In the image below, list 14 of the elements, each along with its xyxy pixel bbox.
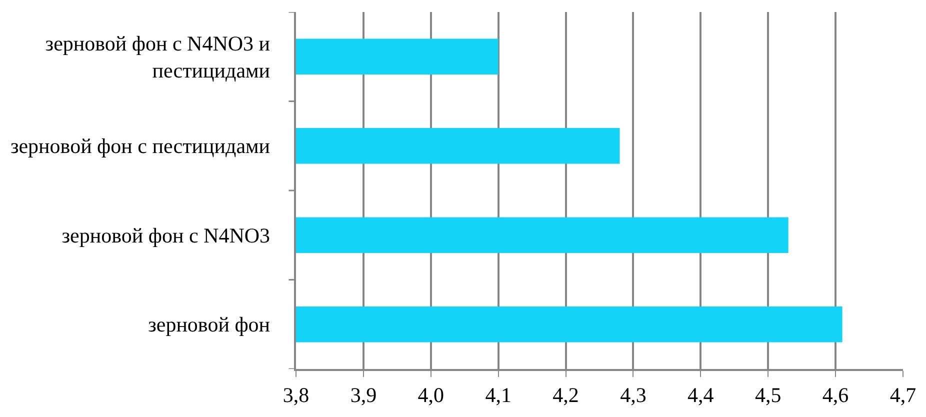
x-tick-label: 3,9 bbox=[350, 382, 377, 407]
y-tick-label: зерновой фон с N4NO3 и пестицидами bbox=[45, 31, 270, 83]
x-tick-label: 4,6 bbox=[822, 382, 849, 407]
x-tick-label: 4,5 bbox=[754, 382, 782, 407]
x-tick-label: 4,4 bbox=[688, 382, 714, 407]
y-tick-label: зерновой фон с N4NO3 bbox=[62, 223, 270, 248]
x-tick-label: 4,0 bbox=[418, 382, 444, 407]
x-tick-label: 4,1 bbox=[485, 382, 512, 407]
x-tick-label: 4,7 bbox=[890, 382, 916, 407]
x-tick-label: 3,8 bbox=[282, 382, 310, 407]
y-tick-label: зерновой фон bbox=[148, 312, 270, 337]
y-tick-label: зерновой фон с пестицидами bbox=[10, 134, 270, 158]
x-tick-label: 4,3 bbox=[620, 382, 646, 407]
x-tick-label: 4,2 bbox=[552, 382, 579, 407]
